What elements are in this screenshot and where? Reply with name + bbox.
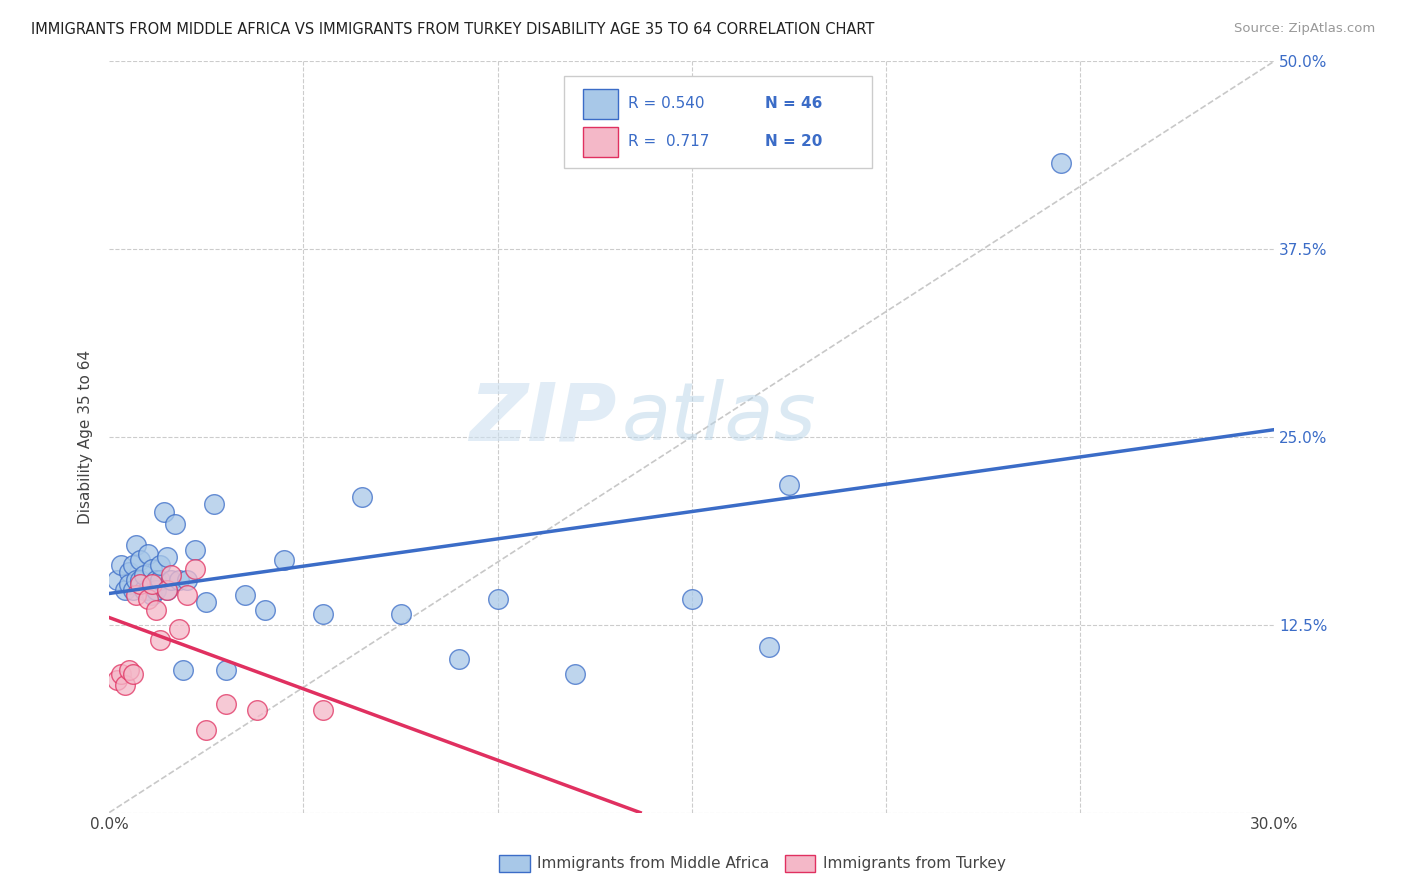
Point [114,583,136,598]
Point [312,703,335,717]
Point [167,573,190,587]
Text: Immigrants from Turkey: Immigrants from Turkey [823,856,1005,871]
Text: R =  0.717: R = 0.717 [627,134,709,149]
Text: Source: ZipAtlas.com: Source: ZipAtlas.com [1234,22,1375,36]
Point [136,547,159,561]
Point [447,652,470,666]
Point [152,505,174,519]
Point [110,667,132,681]
Point [141,562,163,576]
Point [121,583,143,598]
Point [136,592,159,607]
Text: IMMIGRANTS FROM MIDDLE AFRICA VS IMMIGRANTS FROM TURKEY DISABILITY AGE 35 TO 64 : IMMIGRANTS FROM MIDDLE AFRICA VS IMMIGRA… [31,22,875,37]
Point [129,573,152,587]
Point [118,577,141,591]
Point [149,573,172,587]
Point [312,607,335,622]
Point [758,640,780,655]
Point [246,703,269,717]
Point [681,592,703,607]
Text: atlas: atlas [621,379,817,457]
Point [141,588,163,602]
Text: N = 46: N = 46 [765,96,823,112]
Point [273,553,295,567]
Point [121,667,143,681]
Point [129,577,152,591]
Point [141,577,163,591]
Point [167,622,190,636]
Point [125,538,148,552]
Point [118,565,141,579]
Point [118,663,141,677]
Point [215,663,238,677]
Point [145,602,167,616]
Point [136,583,159,598]
Point [121,558,143,572]
Point [564,667,586,681]
Point [160,568,183,582]
Point [129,553,152,567]
Point [156,583,179,598]
Point [160,573,183,587]
Text: N = 20: N = 20 [765,134,823,149]
Point [176,588,198,602]
Point [134,568,156,582]
Point [195,595,218,609]
Text: R = 0.540: R = 0.540 [627,96,704,112]
Point [156,583,179,598]
Point [253,602,276,616]
Text: Immigrants from Middle Africa: Immigrants from Middle Africa [537,856,769,871]
Point [202,498,225,512]
Point [486,592,509,607]
Point [233,588,256,602]
Point [1049,156,1071,170]
Point [389,607,412,622]
Point [350,490,373,504]
Point [172,663,194,677]
Point [114,678,136,692]
Point [156,550,179,565]
FancyBboxPatch shape [564,76,872,168]
Point [165,516,187,531]
Point [176,573,198,587]
Point [125,588,148,602]
Point [183,542,205,557]
Point [134,583,156,598]
Point [183,562,205,576]
FancyBboxPatch shape [583,89,619,119]
Point [778,478,800,492]
Point [105,673,128,688]
Point [149,558,172,572]
Point [110,558,132,572]
Point [145,583,167,598]
Y-axis label: Disability Age 35 to 64: Disability Age 35 to 64 [79,350,93,524]
Point [145,573,167,587]
Text: ZIP: ZIP [468,379,616,457]
Point [195,723,218,737]
Point [125,573,148,587]
Point [149,632,172,647]
Point [105,573,128,587]
FancyBboxPatch shape [583,127,619,157]
Point [215,698,238,712]
